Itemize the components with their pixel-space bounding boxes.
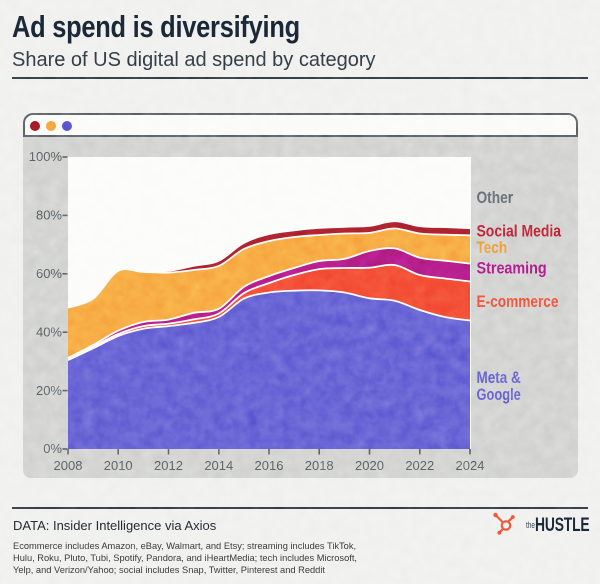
svg-text:2016: 2016 [255,458,284,473]
svg-text:60%: 60% [36,266,62,281]
svg-text:Google: Google [477,386,521,404]
svg-text:Streaming: Streaming [477,260,547,278]
svg-text:2008: 2008 [54,458,83,473]
svg-text:2022: 2022 [405,458,434,473]
svg-text:0%: 0% [43,441,62,456]
svg-text:E-commerce: E-commerce [477,293,559,311]
svg-text:2014: 2014 [204,458,233,473]
svg-text:2024: 2024 [456,458,485,473]
svg-text:2010: 2010 [104,458,133,473]
svg-text:100%: 100% [29,149,63,164]
svg-text:Tech: Tech [477,239,508,257]
svg-text:2012: 2012 [154,458,183,473]
svg-text:20%: 20% [36,383,62,398]
svg-text:Meta &: Meta & [477,369,521,387]
svg-text:40%: 40% [36,324,62,339]
svg-text:2020: 2020 [355,458,384,473]
svg-text:80%: 80% [36,208,62,223]
svg-text:Social Media: Social Media [477,222,562,240]
svg-text:Other: Other [477,189,514,207]
svg-text:2018: 2018 [305,458,334,473]
